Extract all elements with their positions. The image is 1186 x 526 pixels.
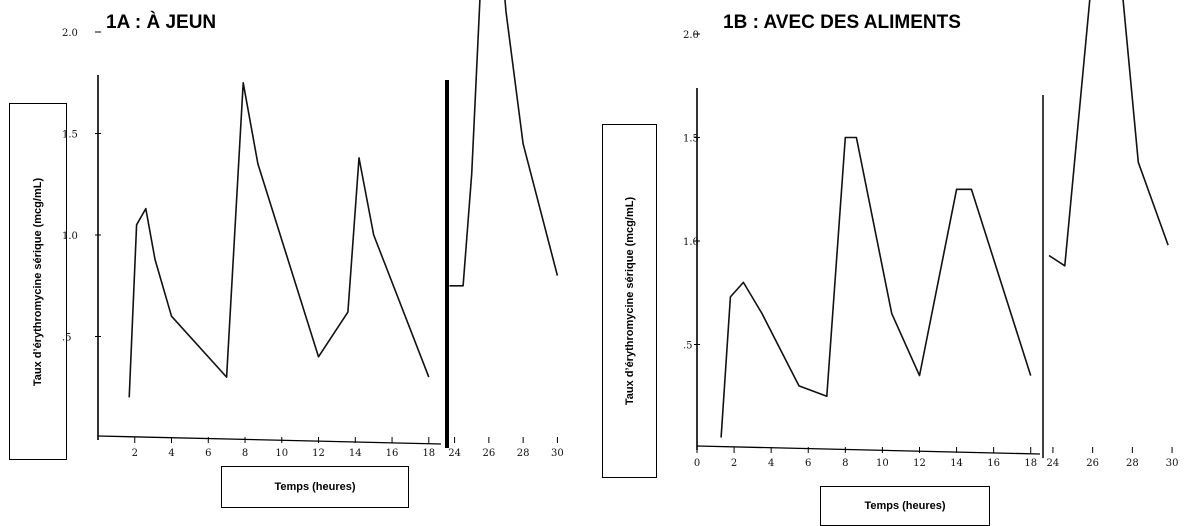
chart-b-x-axis xyxy=(696,445,1041,455)
chart-a-y-tick-label: 1.0 xyxy=(62,231,78,242)
chart-a-y-tick-label: .5 xyxy=(62,333,72,344)
chart-a-x-tick-label: 28 xyxy=(517,448,530,459)
chart-a-x-tick-label: 6 xyxy=(205,448,211,459)
chart-b-x-tick-label: 10 xyxy=(876,458,889,469)
chart-a-x-tick-label: 24 xyxy=(448,448,461,459)
chart-a-xlabel-box: Temps (heures) xyxy=(221,466,409,508)
chart-a-xlabel: Temps (heures) xyxy=(274,481,356,493)
chart-b-x-tick-label: 4 xyxy=(768,458,774,469)
chart-b-x-tick-label: 14 xyxy=(950,458,963,469)
chart-a-y-tick-label: 2.0 xyxy=(62,28,78,39)
chart-b-x-tick-label: 18 xyxy=(1024,458,1037,469)
chart-b-x-tick-label: 8 xyxy=(842,458,848,469)
chart-b-x-tick-label: 16 xyxy=(987,458,1000,469)
chart-a-x-tick-label: 16 xyxy=(386,448,399,459)
chart-b-x-tick-label: 6 xyxy=(805,458,811,469)
chart-b-x-tick-label: 0 xyxy=(694,458,700,469)
panel-b-title: 1B : AVEC DES ALIMENTS xyxy=(723,12,961,33)
chart-b-y-tick-label: 1.5 xyxy=(683,134,699,145)
chart-b-xlabel: Temps (heures) xyxy=(864,500,946,512)
chart-a-x-tick-label: 26 xyxy=(482,448,495,459)
chart-b-x-tick-label: 30 xyxy=(1166,458,1179,469)
chart-b-y-tick-label: 1.0 xyxy=(683,237,699,248)
panel-a-title: 1A : À JEUN xyxy=(106,12,217,33)
chart-a-x-tick-label: 8 xyxy=(242,448,248,459)
chart-a-y-tick-label: 1.5 xyxy=(62,130,78,141)
chart-b-y-tick-label: .5 xyxy=(683,341,693,352)
chart-a-x-tick-label: 30 xyxy=(551,448,564,459)
chart-a-x-tick-label: 14 xyxy=(349,448,362,459)
chart-a-ylabel-box: Taux d’érythromycine sérique (mcg/mL) xyxy=(9,103,67,460)
chart-b-x-tick-label: 28 xyxy=(1126,458,1139,469)
chart-a-x-axis xyxy=(97,435,442,445)
chart-b-x-tick-label: 12 xyxy=(913,458,926,469)
chart-a-series-line-2 xyxy=(449,0,559,287)
chart-a-series-line-1 xyxy=(128,82,430,398)
chart-b-x-tick-label: 2 xyxy=(731,458,737,469)
chart-a-x-tick-label: 10 xyxy=(275,448,288,459)
chart-a-x-tick-label: 2 xyxy=(132,448,138,459)
chart-b-y-tick-label: 2.0 xyxy=(683,30,699,41)
chart-a-x-tick-label: 4 xyxy=(168,448,174,459)
chart-a-x-tick-label: 18 xyxy=(422,448,435,459)
chart-b-ylabel-box: Taux d’érythromycine sérique (mcg/mL) xyxy=(602,124,657,478)
chart-b-series-line-1 xyxy=(720,136,1032,438)
chart-b-series-line-2 xyxy=(1048,0,1169,267)
chart-a-x-tick-label: 12 xyxy=(312,448,325,459)
chart-b-x-tick-label: 26 xyxy=(1086,458,1099,469)
chart-b-x-tick-label: 24 xyxy=(1047,458,1060,469)
